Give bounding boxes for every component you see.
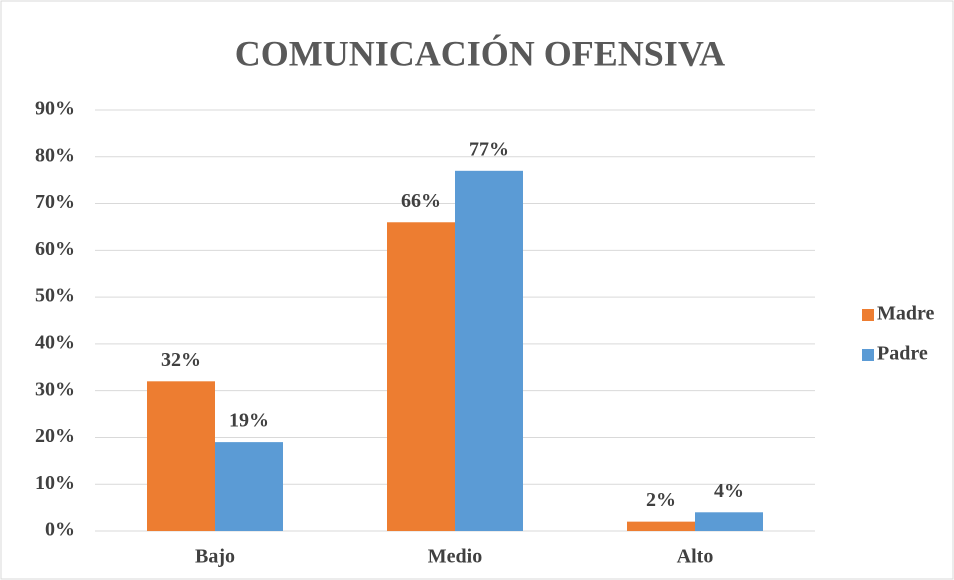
x-tick-label: Alto (677, 546, 714, 568)
y-tick-label: 80% (35, 144, 75, 166)
data-label: 32% (161, 349, 201, 371)
legend-swatch (862, 309, 874, 321)
bar (695, 512, 763, 531)
y-tick-label: 60% (35, 238, 75, 260)
bar (627, 521, 695, 531)
data-label: 2% (646, 489, 676, 511)
y-tick-label: 20% (35, 425, 75, 447)
bar (455, 170, 523, 532)
y-tick-label: 90% (35, 98, 75, 120)
bar (215, 442, 283, 531)
y-tick-label: 10% (35, 472, 75, 494)
y-tick-label: 50% (35, 285, 75, 307)
y-tick-label: 30% (35, 378, 75, 400)
data-label: 77% (469, 138, 509, 160)
legend-swatch (862, 349, 874, 361)
y-tick-label: 70% (35, 191, 75, 213)
legend-label: Padre (877, 343, 928, 365)
x-tick-label: Bajo (195, 546, 235, 568)
data-label: 19% (229, 410, 269, 432)
bar (147, 381, 215, 531)
y-tick-label: 0% (45, 519, 75, 541)
bar (387, 222, 455, 531)
x-tick-label: Medio (428, 546, 482, 568)
data-label: 66% (401, 190, 441, 212)
chart-title: COMUNICACIÓN OFENSIVA (235, 33, 725, 73)
y-tick-label: 40% (35, 331, 75, 353)
legend-label: Madre (877, 303, 935, 325)
data-label: 4% (714, 480, 744, 502)
